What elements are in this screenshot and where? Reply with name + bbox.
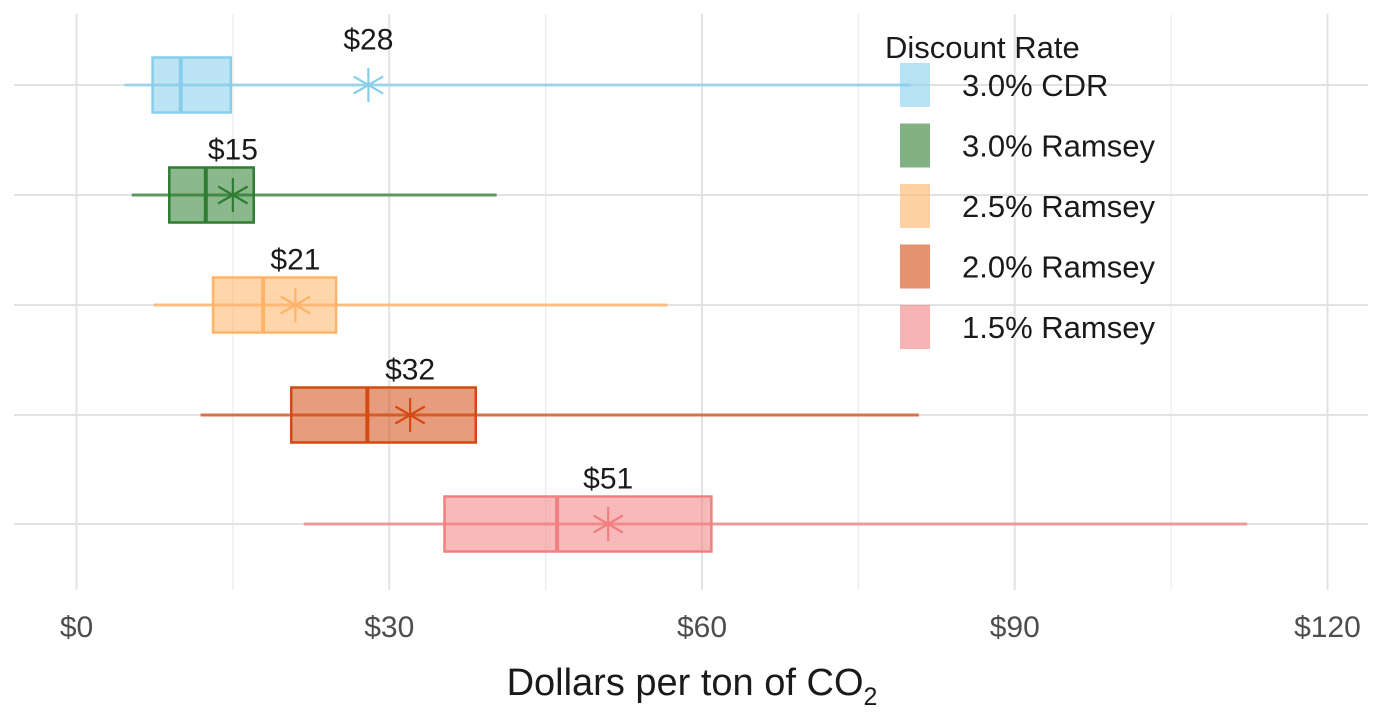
iqr-box <box>290 386 478 444</box>
mean-label: $32 <box>385 354 435 387</box>
legend-item: 3.0% Ramsey <box>900 123 1155 168</box>
iqr-box <box>443 495 713 553</box>
mean-marker-stroke <box>280 295 311 315</box>
x-tick-label: $30 <box>364 611 414 644</box>
mean-marker <box>353 68 384 102</box>
x-tick-label: $60 <box>677 611 727 644</box>
x-axis: $0 $30 $60 $90 $120 <box>60 611 1361 644</box>
x-axis-title-subscript: 2 <box>864 683 878 711</box>
mean-label: $28 <box>343 24 393 57</box>
x-tick-label: $90 <box>990 611 1040 644</box>
box-series-group: $28 $15 $21 $32 $51 <box>124 24 1248 553</box>
legend-title: Discount Rate <box>885 30 1080 65</box>
mean-label: $51 <box>583 463 633 496</box>
legend-swatch <box>900 123 930 168</box>
legend: Discount Rate 3.0% CDR 3.0% Ramsey 2.5% Ra… <box>885 30 1155 349</box>
x-axis-title: Dollars per ton of CO2 <box>507 662 878 711</box>
mean-marker <box>217 178 249 212</box>
legend-label: 3.0% Ramsey <box>962 129 1155 164</box>
legend-label: 3.0% CDR <box>962 68 1108 103</box>
mean-marker <box>280 288 311 322</box>
mean-marker <box>394 398 426 432</box>
iqr-box <box>151 56 233 114</box>
legend-items: 3.0% CDR 3.0% Ramsey 2.5% Ramsey 2.0% Ramse… <box>900 63 1155 349</box>
legend-swatch <box>900 305 930 349</box>
x-tick-label: $120 <box>1294 611 1361 644</box>
box-series: $28 <box>124 24 911 114</box>
mean-marker-stroke <box>394 405 426 425</box>
mean-marker <box>592 507 624 541</box>
legend-item: 3.0% CDR <box>900 63 1108 107</box>
box-series: $21 <box>153 244 668 334</box>
mean-marker-stroke <box>353 75 384 95</box>
legend-label: 2.5% Ramsey <box>962 189 1155 224</box>
mean-marker-stroke <box>592 514 624 534</box>
box-series: $15 <box>131 134 497 224</box>
legend-item: 2.0% Ramsey <box>900 244 1155 289</box>
iqr-box <box>211 276 338 334</box>
legend-swatch <box>900 244 930 289</box>
legend-item: 2.5% Ramsey <box>900 184 1155 228</box>
mean-label: $15 <box>208 134 258 167</box>
iqr-box <box>168 166 255 224</box>
mean-marker-stroke <box>217 185 249 205</box>
x-axis-title-main: Dollars per ton of CO <box>507 662 864 704</box>
mean-label: $21 <box>270 244 320 277</box>
legend-label: 2.0% Ramsey <box>962 250 1155 285</box>
legend-swatch <box>900 63 930 107</box>
box-series: $32 <box>200 354 919 444</box>
legend-label: 1.5% Ramsey <box>962 310 1155 345</box>
x-tick-label: $0 <box>60 611 93 644</box>
legend-item: 1.5% Ramsey <box>900 305 1155 349</box>
box-series: $51 <box>303 463 1248 553</box>
legend-swatch <box>900 184 930 228</box>
